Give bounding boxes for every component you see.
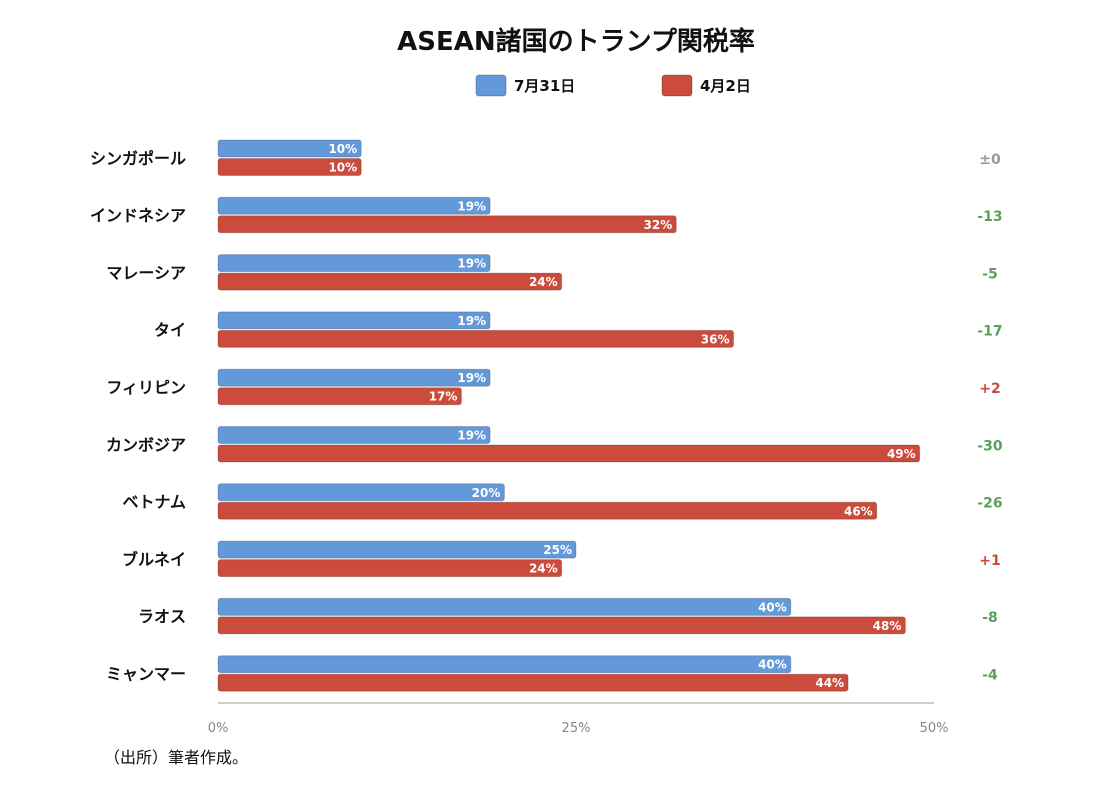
bar-value-label: 32%	[644, 218, 673, 232]
difference-label: -17	[977, 324, 1002, 340]
bar-value-label: 24%	[529, 562, 558, 576]
bar-apr2	[217, 387, 462, 406]
bar-apr2	[217, 673, 849, 692]
bar-value-label: 19%	[457, 257, 486, 271]
difference-label: +1	[979, 553, 1000, 569]
bar-value-label: 19%	[457, 199, 486, 213]
difference-label: -30	[977, 438, 1003, 454]
category-label: フィリピン	[106, 378, 186, 397]
bar-value-label: 40%	[758, 658, 787, 672]
bar-value-label: 49%	[887, 447, 916, 461]
bar-value-label: 19%	[457, 314, 486, 328]
bar-value-label: 46%	[844, 504, 873, 518]
bar-apr2	[217, 329, 735, 348]
category-label: カンボジア	[106, 435, 186, 454]
category-label: ミャンマー	[106, 664, 186, 683]
bar-value-label: 10%	[328, 142, 357, 156]
bar-value-label: 17%	[429, 390, 458, 404]
bar-value-label: 44%	[815, 676, 844, 690]
bar-jul31	[217, 311, 491, 330]
bar-jul31	[217, 655, 792, 674]
bar-value-label: 36%	[701, 332, 730, 346]
bar-apr2	[217, 272, 563, 291]
category-label: ベトナム	[122, 493, 186, 512]
bar-apr2	[217, 501, 878, 520]
bar-jul31	[217, 196, 491, 215]
bar-apr2	[217, 559, 563, 578]
category-label: インドネシア	[90, 206, 186, 225]
bar-value-label: 48%	[873, 619, 902, 633]
category-label: ブルネイ	[122, 550, 186, 569]
x-tick-label: 0%	[208, 721, 229, 736]
bar-value-label: 25%	[543, 543, 572, 557]
bar-apr2	[217, 215, 677, 234]
bar-apr2	[217, 616, 906, 635]
bar-jul31	[217, 254, 491, 273]
bars: 10% 10% 19% 32% 19% 24% 19% 36% 19% 17% 19% 49% 20% 4…	[217, 139, 921, 692]
source-note: （出所）筆者作成。	[104, 748, 248, 767]
bar-jul31	[217, 597, 792, 616]
x-tick-label: 25%	[562, 721, 591, 736]
difference-label: -13	[977, 209, 1002, 225]
difference-label: -26	[977, 496, 1002, 512]
category-label: シンガポール	[90, 149, 186, 168]
bar-jul31	[217, 483, 505, 502]
bar-value-label: 19%	[457, 371, 486, 385]
difference-label: -8	[982, 610, 998, 626]
difference-label: -5	[982, 266, 998, 282]
bar-value-label: 10%	[328, 161, 357, 175]
category-label: マレーシア	[106, 263, 186, 282]
bar-apr2	[217, 158, 362, 176]
legend-swatch-1	[475, 74, 507, 97]
difference-label: +2	[979, 381, 1000, 397]
category-label: タイ	[154, 321, 186, 340]
bar-jul31	[217, 540, 577, 559]
bar-apr2	[217, 444, 921, 463]
bar-value-label: 40%	[758, 600, 787, 614]
bar-jul31	[217, 368, 491, 387]
bar-jul31	[217, 426, 491, 444]
legend-label-1: 7月31日	[514, 77, 575, 95]
bar-jul31	[217, 139, 362, 158]
difference-label: -4	[982, 667, 998, 683]
x-tick-label: 50%	[920, 721, 949, 736]
x-tick-labels: 0% 25% 50%	[208, 721, 949, 736]
category-labels: シンガポールインドネシアマレーシアタイフィリピンカンボジアベトナムブルネイラオス…	[90, 149, 186, 684]
difference-labels: ±0 -13 -5 -17 +2 -30 -26 +1 -8 -4	[977, 152, 1003, 684]
bar-value-label: 19%	[457, 429, 486, 443]
bar-value-label: 24%	[529, 275, 558, 289]
legend-label-2: 4月2日	[700, 77, 751, 95]
legend: 7月31日 4月2日	[475, 74, 751, 97]
legend-swatch-2	[661, 74, 693, 97]
chart-title: ASEAN諸国のトランプ関税率	[397, 26, 755, 57]
category-label: ラオス	[138, 607, 186, 626]
bar-value-label: 20%	[472, 486, 501, 500]
difference-label: ±0	[979, 152, 1001, 168]
